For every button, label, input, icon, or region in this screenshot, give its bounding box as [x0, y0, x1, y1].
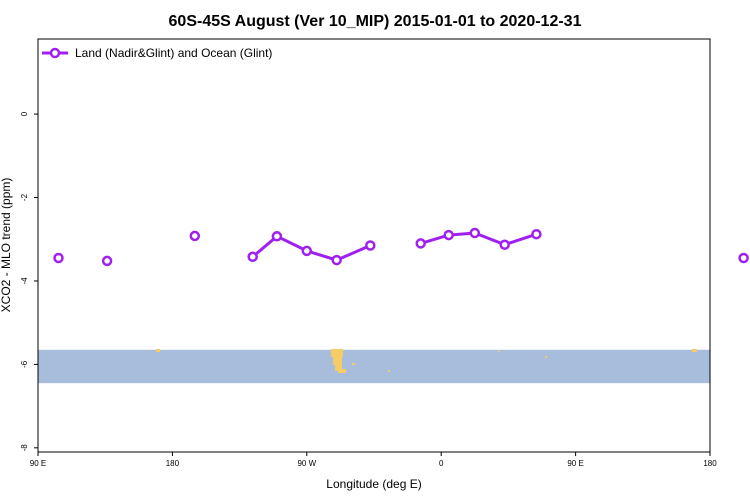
- data-point: [53, 252, 64, 264]
- data-point: [365, 240, 376, 251]
- legend-label: Land (Nadir&Glint) and Ocean (Glint): [75, 46, 272, 60]
- data-point: [469, 227, 481, 239]
- x-tick-label: 0: [439, 459, 444, 468]
- y-tick-label: -2: [20, 193, 29, 201]
- land-patch: [498, 351, 500, 352]
- land-patch: [156, 349, 160, 352]
- legend-marker: [49, 47, 61, 59]
- y-tick-label: -8: [20, 444, 29, 452]
- data-point: [247, 251, 258, 263]
- y-tick-label: -4: [20, 277, 29, 285]
- land-patch: [352, 363, 355, 365]
- plot-frame: [37, 38, 711, 453]
- series-layer: [53, 227, 749, 267]
- y-axis: 0 -2 -4 -6 -8: [20, 111, 38, 451]
- y-tick-label: -6: [20, 360, 29, 368]
- data-point: [271, 231, 283, 242]
- data-point: [331, 254, 342, 266]
- legend: Land (Nadir&Glint) and Ocean (Glint): [42, 46, 272, 60]
- data-point: [415, 238, 426, 249]
- land-patch: [335, 364, 342, 371]
- land-patch: [333, 357, 342, 365]
- data-point: [531, 228, 542, 240]
- land-patch: [545, 356, 547, 358]
- x-tick-label: 90 W: [297, 459, 316, 468]
- y-tick-label: 0: [20, 111, 29, 116]
- land-patch: [338, 369, 346, 373]
- y-axis-label: XCO2 - MLO trend (ppm): [0, 178, 13, 313]
- ocean-band: [38, 349, 710, 384]
- data-point: [738, 252, 749, 264]
- data-point: [189, 230, 201, 242]
- land-patch: [692, 349, 697, 352]
- x-tick-label: 180: [166, 459, 180, 468]
- x-tick-label: 90 E: [30, 459, 46, 468]
- data-point: [301, 245, 313, 257]
- map-strip: [38, 349, 710, 384]
- x-tick-label: 180: [703, 459, 717, 468]
- land-patch: [388, 370, 390, 372]
- data-point: [101, 255, 113, 267]
- series-line: [251, 234, 371, 262]
- data-point: [499, 239, 510, 250]
- x-axis: 90 E 180 90 W 0 90 E 180: [30, 452, 717, 468]
- x-tick-label: 90 E: [567, 459, 583, 468]
- data-point: [443, 229, 454, 241]
- x-axis-label: Longitude (deg E): [326, 477, 421, 491]
- chart-title: 60S-45S August (Ver 10_MIP) 2015-01-01 t…: [169, 13, 582, 30]
- land-patch: [331, 349, 343, 357]
